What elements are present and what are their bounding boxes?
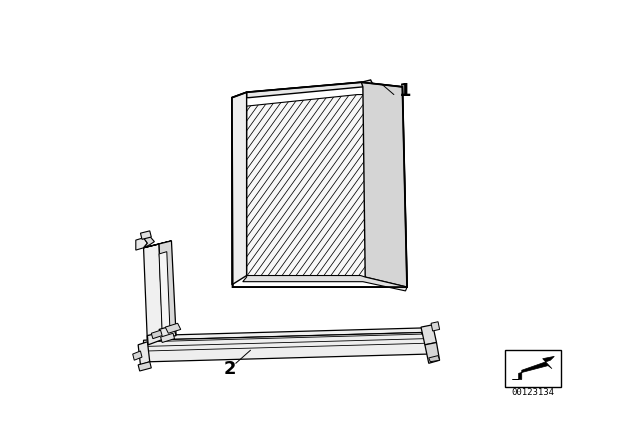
Polygon shape	[429, 356, 440, 362]
Polygon shape	[513, 356, 554, 379]
Polygon shape	[136, 238, 147, 250]
Polygon shape	[431, 322, 440, 331]
Polygon shape	[132, 351, 142, 360]
Polygon shape	[165, 323, 180, 333]
Polygon shape	[159, 252, 170, 332]
Polygon shape	[161, 333, 175, 343]
Polygon shape	[138, 362, 151, 371]
Polygon shape	[147, 328, 425, 340]
Polygon shape	[143, 244, 163, 343]
Polygon shape	[232, 82, 407, 287]
Polygon shape	[246, 80, 373, 98]
Polygon shape	[143, 332, 429, 362]
Polygon shape	[147, 326, 176, 345]
Polygon shape	[138, 342, 150, 365]
Text: 00123134: 00123134	[511, 388, 554, 397]
Polygon shape	[140, 231, 151, 239]
Polygon shape	[143, 236, 154, 248]
Polygon shape	[362, 82, 407, 287]
Bar	[505, 350, 561, 387]
Text: 1: 1	[399, 82, 412, 100]
Polygon shape	[425, 343, 440, 363]
Polygon shape	[243, 276, 407, 291]
Polygon shape	[421, 325, 436, 345]
Polygon shape	[143, 241, 172, 248]
Polygon shape	[151, 330, 162, 339]
Polygon shape	[232, 92, 246, 285]
Text: 2: 2	[223, 361, 236, 379]
Polygon shape	[159, 241, 176, 339]
Polygon shape	[246, 95, 390, 280]
